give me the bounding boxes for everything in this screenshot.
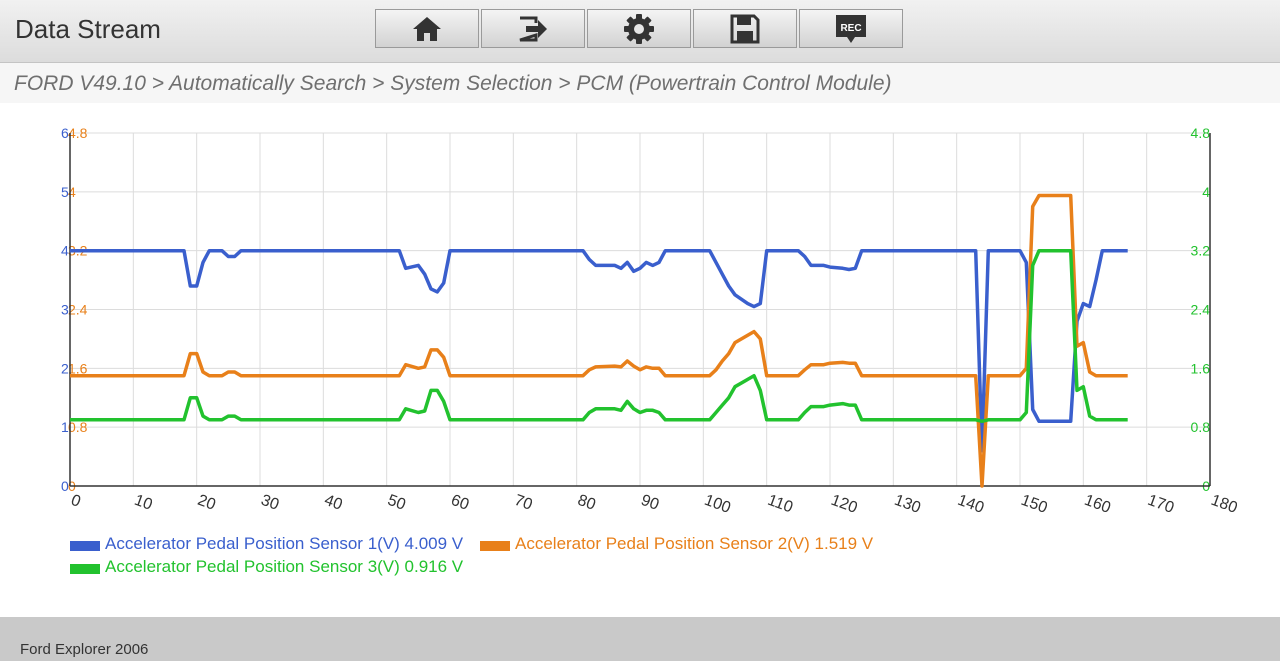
legend-item-sensor-1: Accelerator Pedal Position Sensor 1(V) 4…: [70, 534, 463, 554]
save-button[interactable]: [693, 9, 797, 48]
y-left-tick-sensor-2: 0.8: [68, 419, 88, 435]
y-left-tick-sensor-2: 4: [68, 184, 76, 200]
y-left-tick-sensor-1: 1: [61, 419, 69, 435]
exit-icon: [519, 16, 547, 41]
y-left-tick-sensor-2: 4.8: [68, 125, 88, 141]
series-line-sensor-2: [70, 193, 1128, 488]
legend-label-sensor-3: Accelerator Pedal Position Sensor 3(V): [105, 557, 400, 576]
x-tick-label: 10: [132, 492, 155, 514]
legend-swatch-sensor-1: [70, 541, 100, 551]
x-tick-label: 50: [385, 492, 408, 514]
save-icon: [730, 14, 760, 43]
x-tick-label: 70: [512, 492, 535, 514]
x-tick-label: 180: [1209, 492, 1240, 517]
breadcrumb-text: FORD V49.10 > Automatically Search > Sys…: [14, 72, 892, 95]
x-tick-label: 40: [322, 492, 345, 514]
legend-value-sensor-2: 1.519 V: [814, 534, 874, 553]
y-right-tick-sensor-3: 2.4: [1191, 302, 1211, 318]
gear-icon: [624, 13, 654, 44]
header-bar: Data Stream: [0, 0, 1280, 63]
y-right-tick-sensor-3: 3.2: [1191, 243, 1211, 259]
y-right-tick-sensor-3: 1.6: [1191, 360, 1211, 376]
record-icon: REC: [836, 14, 866, 43]
y-left-tick-sensor-1: 6: [61, 125, 69, 141]
x-tick-label: 130: [892, 492, 923, 517]
legend-value-sensor-3: 0.916 V: [404, 557, 464, 576]
x-tick-label: 60: [449, 492, 472, 514]
y-left-tick-sensor-1: 3: [61, 302, 69, 318]
footer-bar: Ford Explorer 2006: [0, 617, 1280, 661]
home-button[interactable]: [375, 9, 479, 48]
legend-label-sensor-2: Accelerator Pedal Position Sensor 2(V): [515, 534, 810, 553]
x-tick-label: 30: [259, 492, 282, 514]
y-left-tick-sensor-2: 2.4: [68, 302, 88, 318]
y-right-tick-sensor-3: 4.8: [1191, 125, 1211, 141]
page-title: Data Stream: [15, 14, 161, 44]
y-left-tick-sensor-1: 4: [61, 243, 69, 259]
home-icon: [413, 16, 441, 41]
legend-swatch-sensor-2: [480, 541, 510, 551]
series-line-sensor-3: [70, 248, 1128, 424]
record-button[interactable]: REC: [799, 9, 903, 48]
legend-item-sensor-3: Accelerator Pedal Position Sensor 3(V) 0…: [70, 557, 463, 577]
y-left-tick-sensor-1: 0: [61, 478, 69, 494]
x-tick-label: 20: [195, 492, 218, 514]
legend-value-sensor-1: 4.009 V: [404, 534, 464, 553]
settings-button[interactable]: [587, 9, 691, 48]
x-tick-label: 150: [1019, 492, 1050, 517]
record-label: REC: [840, 23, 861, 34]
x-tick-label: 160: [1082, 492, 1113, 517]
x-tick-label: 100: [702, 492, 733, 517]
x-tick-label: 110: [765, 492, 795, 517]
series-line-sensor-1: [70, 248, 1128, 453]
y-right-tick-sensor-3: 4: [1202, 184, 1210, 200]
y-left-tick-sensor-1: 2: [61, 360, 69, 376]
legend-swatch-sensor-3: [70, 564, 100, 574]
x-tick-label: 120: [829, 492, 860, 517]
y-right-tick-sensor-3: 0.8: [1191, 419, 1211, 435]
toolbar: REC: [375, 9, 905, 50]
x-tick-label: 80: [575, 492, 598, 514]
x-tick-label: 170: [1145, 492, 1176, 517]
x-tick-label: 90: [639, 492, 662, 514]
vehicle-label: Ford Explorer 2006: [20, 641, 149, 658]
data-stream-chart: 0 10 20 30 40 50 60 70 80 90 100 110 120 130 140 150 160…: [61, 125, 1240, 517]
y-left-tick-sensor-1: 5: [61, 184, 69, 200]
y-left-tick-sensor-2: 1.6: [68, 360, 88, 376]
legend-label-sensor-1: Accelerator Pedal Position Sensor 1(V): [105, 534, 400, 553]
x-tick-label: 0: [69, 492, 83, 511]
x-tick-label: 140: [955, 492, 986, 517]
breadcrumb: FORD V49.10 > Automatically Search > Sys…: [0, 63, 1280, 103]
legend-item-sensor-2: Accelerator Pedal Position Sensor 2(V) 1…: [480, 534, 873, 554]
exit-button[interactable]: [481, 9, 585, 48]
